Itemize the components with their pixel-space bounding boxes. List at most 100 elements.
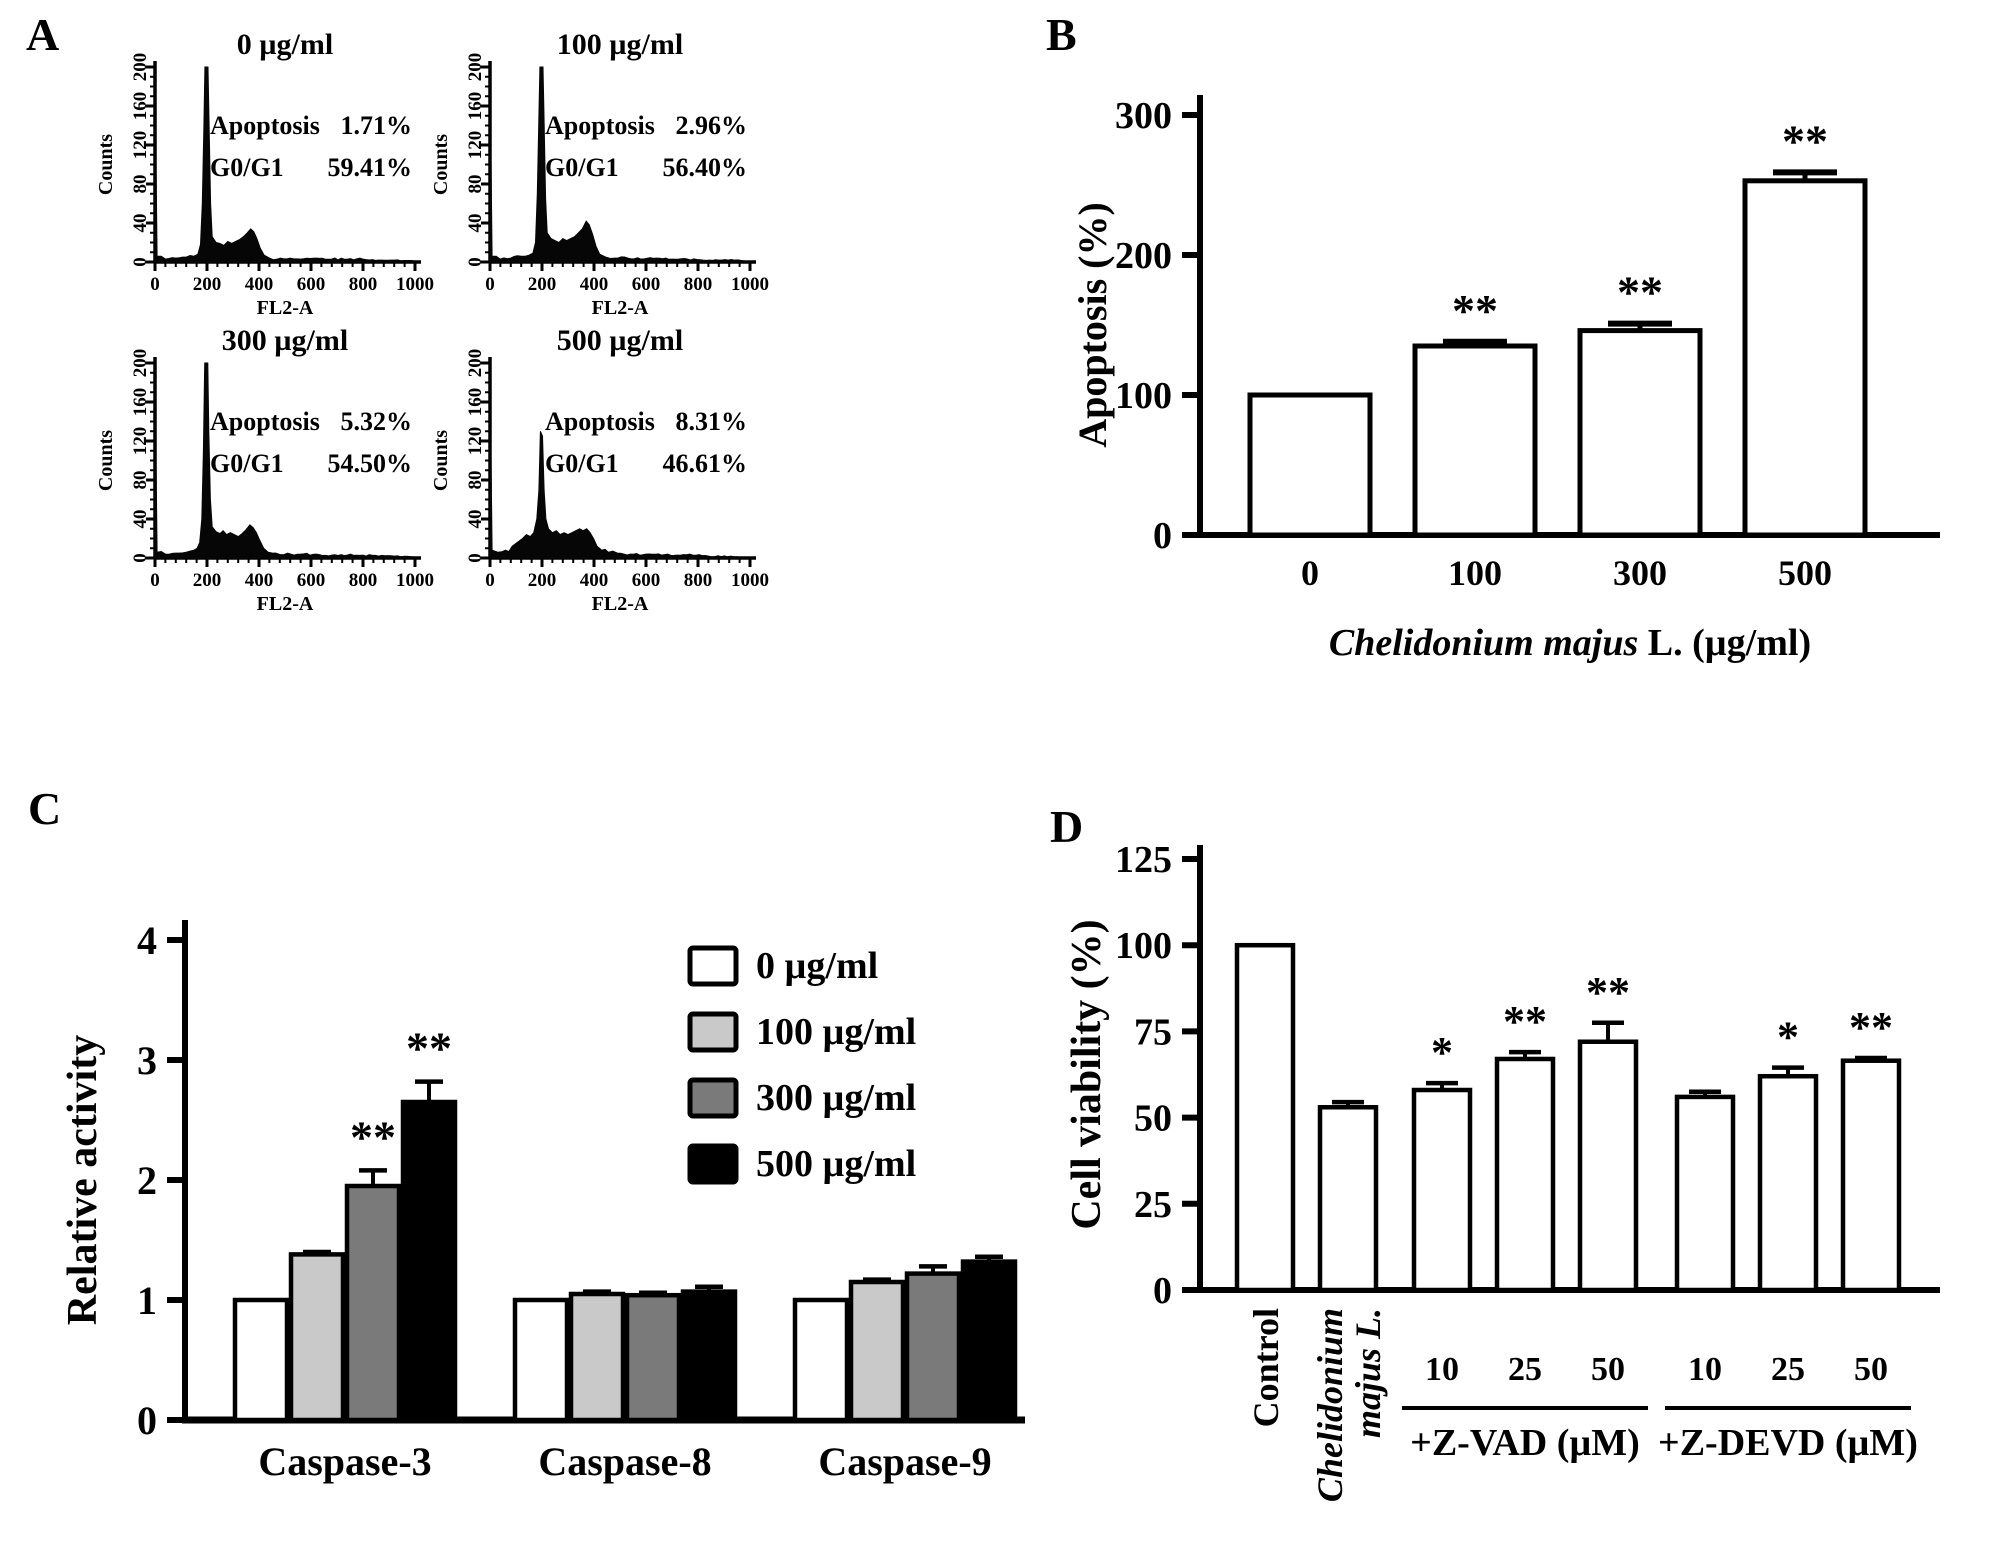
apoptosis-stat-value: 5.32% (341, 407, 413, 436)
flow-y-tick-label: 120 (130, 427, 151, 456)
flow-x-tick-label: 800 (349, 570, 378, 591)
histogram-trace (154, 362, 416, 559)
bar (512, 1297, 570, 1423)
significance-label: * (1777, 1013, 1799, 1062)
flow-y-tick-label: 200 (465, 349, 486, 378)
flow-y-tick-label: 40 (465, 510, 486, 529)
flow-x-tick-label: 0 (150, 570, 160, 591)
flow-y-tick-label: 160 (130, 388, 151, 417)
significance-label: ** (350, 1111, 396, 1162)
flow-x-tick-label: 200 (193, 274, 222, 295)
x-axis-title: Chelidonium majus L. (µg/ml) (1329, 622, 1811, 664)
legend-label: 0 µg/ml (756, 945, 878, 987)
flow-y-tick-label: 160 (465, 388, 486, 417)
bar (344, 1183, 402, 1423)
apoptosis-stat-value: 1.71% (341, 111, 413, 140)
flow-x-tick-label: 400 (245, 274, 274, 295)
y-axis-title: Relative activity (60, 1035, 106, 1325)
rotated-bar-label: majus L. (1348, 1308, 1388, 1438)
flow-histogram-300ugml: 300 µg/ml 0 40 80 120 160 200 0 200 400 600 800 1000… (95, 324, 434, 615)
dose-tick-label: 25 (1771, 1351, 1805, 1388)
flow-y-axis-title: Counts (95, 134, 117, 195)
flow-x-tick-label: 0 (485, 570, 495, 591)
bar (288, 1252, 346, 1423)
g0g1-stat-value: 46.61% (663, 449, 748, 478)
g0g1-stat-label: G0/G1 (210, 449, 284, 478)
flow-y-tick-label: 40 (130, 214, 151, 233)
y-tick-label: 100 (1115, 375, 1172, 417)
flow-y-tick-label: 160 (465, 92, 486, 121)
group-label: Caspase-9 (818, 1439, 991, 1484)
flow-y-axis-title: Counts (95, 430, 117, 491)
y-tick-label: 1 (137, 1278, 157, 1323)
flow-x-tick-label: 1000 (396, 274, 434, 295)
y-axis-title: Apoptosis (%) (1070, 202, 1115, 448)
rotated-bar-label: Control (1246, 1308, 1286, 1427)
flow-x-tick-label: 200 (193, 570, 222, 591)
legend-swatch (687, 1011, 739, 1053)
flow-y-tick-label: 160 (130, 92, 151, 121)
x-tick-label: 300 (1613, 553, 1667, 593)
g0g1-stat-label: G0/G1 (545, 449, 619, 478)
caspase-activity-grouped-bar-chart: 0 1 2 3 4 Relative activity **** Caspase-3 Caspa… (60, 918, 1025, 1484)
flow-y-tick-label: 0 (465, 257, 486, 267)
flow-y-tick-label: 40 (130, 510, 151, 529)
flow-x-tick-label: 600 (297, 570, 326, 591)
significance-label: ** (1503, 997, 1547, 1046)
y-tick-label: 125 (1115, 839, 1172, 881)
g0g1-stat-value: 54.50% (328, 449, 413, 478)
flow-x-tick-label: 800 (684, 570, 713, 591)
significance-label: * (1431, 1028, 1453, 1077)
apoptosis-stat-value: 8.31% (676, 407, 748, 436)
flow-x-tick-label: 400 (580, 570, 609, 591)
rotated-bar-label: Chelidonium (1310, 1308, 1350, 1502)
flow-x-tick-label: 1000 (396, 570, 434, 591)
x-tick-label: 100 (1448, 553, 1502, 593)
bar (960, 1259, 1018, 1423)
flow-y-tick-label: 200 (130, 349, 151, 378)
y-tick-label: 200 (1115, 235, 1172, 277)
panel-a-label: A (26, 9, 60, 60)
dose-tick-label: 50 (1854, 1351, 1888, 1388)
legend-swatch (687, 1143, 739, 1185)
g0g1-stat-value: 56.40% (663, 153, 748, 182)
bar (1411, 1087, 1473, 1293)
significance-label: ** (1617, 267, 1663, 318)
legend-swatch (687, 945, 739, 987)
flow-x-tick-label: 1000 (731, 570, 769, 591)
group-label: Caspase-8 (538, 1439, 711, 1484)
flow-y-tick-label: 80 (465, 471, 486, 490)
g0g1-stat-label: G0/G1 (210, 153, 284, 182)
flow-y-tick-label: 0 (465, 553, 486, 563)
flow-y-tick-label: 200 (465, 53, 486, 82)
flow-x-tick-label: 400 (245, 570, 274, 591)
bar (1234, 942, 1296, 1293)
bar (568, 1291, 626, 1423)
legend-label: 300 µg/ml (756, 1077, 916, 1119)
dose-tick-label: 25 (1508, 1351, 1542, 1388)
y-tick-label: 0 (1153, 1270, 1172, 1312)
flow-x-axis-title: FL2-A (257, 297, 314, 319)
panel-c-label: C (28, 783, 62, 834)
flow-plot-title: 500 µg/ml (557, 324, 683, 357)
bar (1247, 392, 1373, 538)
apoptosis-bar-chart: 0 100 200 300 Apoptosis (%) 0 ** 100 ** 300 ** 500 C… (1070, 95, 1940, 664)
bar (792, 1297, 850, 1423)
apoptosis-stat-label: Apoptosis (545, 111, 655, 140)
flow-y-axis-title: Counts (430, 430, 452, 491)
flow-y-tick-label: 80 (130, 175, 151, 194)
dose-tick-label: 10 (1425, 1351, 1459, 1388)
apoptosis-stat-label: Apoptosis (545, 407, 655, 436)
y-tick-label: 3 (137, 1038, 157, 1083)
group-name-label: +Z-DEVD (µM) (1658, 1422, 1918, 1464)
y-tick-label: 0 (137, 1398, 157, 1443)
g0g1-stat-label: G0/G1 (545, 153, 619, 182)
flow-plot-title: 100 µg/ml (557, 28, 683, 61)
histogram-trace (489, 66, 751, 263)
flow-y-tick-label: 40 (465, 214, 486, 233)
flow-histogram-0ugml: 0 µg/ml 0 40 80 120 160 200 0 200 400 600 800 1000 Co… (95, 28, 434, 319)
flow-x-tick-label: 200 (528, 274, 557, 295)
significance-label: ** (1586, 968, 1630, 1017)
bar (1674, 1094, 1736, 1293)
